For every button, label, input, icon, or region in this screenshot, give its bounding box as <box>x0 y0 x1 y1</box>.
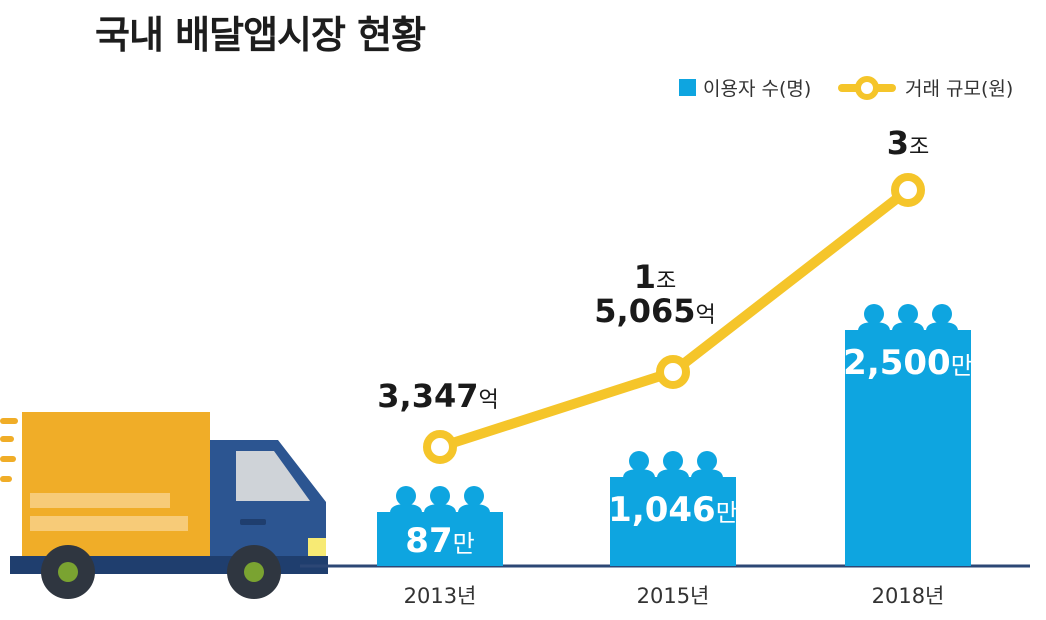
legend-line-swatch-icon <box>838 76 896 100</box>
line-value-number: 1 <box>634 258 656 296</box>
people-icon <box>858 304 958 331</box>
x-tick-label: 2018년 <box>872 584 945 608</box>
truck-cargo-box <box>22 412 210 562</box>
line-series <box>423 173 925 464</box>
line-value-label: 1조 <box>634 258 677 296</box>
bar-value-number: 87 <box>405 521 452 561</box>
x-axis-tick-labels: 2013년 2015년 2018년 <box>404 584 945 608</box>
truck-speed-line <box>0 476 12 482</box>
line-point <box>423 430 457 464</box>
truck-speed-line <box>0 436 14 442</box>
bar-value-unit: 만 <box>951 352 973 380</box>
people-icon <box>623 451 723 478</box>
line-value-unit: 조 <box>909 135 929 160</box>
line-value-number: 3,347 <box>377 377 478 415</box>
line-value-unit: 조 <box>656 269 676 294</box>
x-tick-label: 2015년 <box>637 584 710 608</box>
truck-headlight <box>308 538 326 556</box>
truck-cargo-stripe <box>30 516 188 531</box>
bar-users-1 <box>610 477 736 566</box>
legend-bar-swatch-icon <box>679 79 696 96</box>
bar-users-0 <box>377 512 503 566</box>
line-value-unit: 억 <box>478 388 498 413</box>
truck-window <box>236 451 310 501</box>
truck-speed-line <box>0 418 18 424</box>
x-tick-label: 2013년 <box>404 584 477 608</box>
bar-value-number: 1,046 <box>608 490 716 530</box>
chart-title: 국내 배달앱시장 현황 <box>95 13 426 57</box>
line-point <box>656 355 690 389</box>
line-value-label: 5,065억 <box>594 292 715 330</box>
bar-value-unit: 만 <box>453 530 475 558</box>
legend: 이용자 수(명) 거래 규모(원) <box>679 76 1013 100</box>
bar-value-number: 2,500 <box>843 343 951 383</box>
truck-door-handle <box>240 519 266 525</box>
legend-label-users: 이용자 수(명) <box>703 78 811 100</box>
line-value-number: 5,065 <box>594 292 695 330</box>
truck-front-wheel-hub <box>244 562 264 582</box>
legend-label-volume: 거래 규모(원) <box>905 78 1013 100</box>
bar-series <box>377 304 971 566</box>
bar-users-2 <box>845 330 971 566</box>
line-value-label: 3조 <box>887 124 930 162</box>
people-icon <box>390 486 490 513</box>
line-point <box>891 173 925 207</box>
bar-value-label: 1,046만 <box>608 490 738 530</box>
line-value-unit: 억 <box>695 303 715 328</box>
bar-value-label: 2,500만 <box>843 343 973 383</box>
bar-value-label: 87만 <box>405 521 474 561</box>
truck-rear-wheel-hub <box>58 562 78 582</box>
delivery-truck-icon <box>0 412 328 599</box>
truck-cargo-stripe <box>30 493 170 508</box>
truck-speed-line <box>0 456 16 462</box>
bar-value-unit: 만 <box>716 499 738 527</box>
line-value-number: 3 <box>887 124 909 162</box>
line-value-label: 3,347억 <box>377 377 498 415</box>
